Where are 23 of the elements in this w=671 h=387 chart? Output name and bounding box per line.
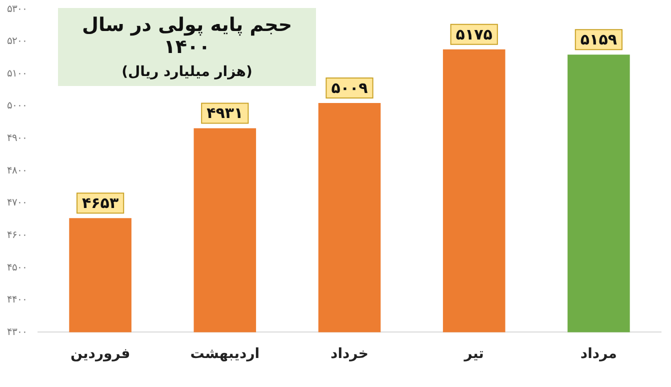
y-tick-label: ۵۲۰۰ [7,36,27,48]
data-label: ۵۰۰۹ [331,78,368,97]
y-tick-label: ۴۵۰۰ [7,262,27,274]
x-tick-label: تیر [463,346,484,362]
x-tick-label: فروردین [70,346,130,362]
y-tick-label: ۴۷۰۰ [7,198,27,209]
text: حجم پایه پولی در سال ۱۴۰۰ [80,14,294,58]
y-tick-label: ۴۸۰۰ [7,165,27,176]
y-tick-label: ۴۳۰۰ [7,326,27,338]
data-label: ۴۶۵۳ [82,194,119,212]
data-label: ۵۱۵۹ [580,30,618,48]
y-tick-label: ۴۹۰۰ [7,133,27,144]
y-tick-label: ۵۰۰۰ [7,100,27,112]
y-tick-label: ۴۶۰۰ [7,230,27,241]
data-label: ۵۱۷۵ [456,25,492,44]
y-tick-label: ۴۴۰۰ [7,294,27,306]
x-tick-label: خرداد [330,346,368,362]
x-tick-label: مرداد [580,346,617,362]
y-tick-label: ۵۳۰۰ [7,4,27,15]
x-tick-label: اردیبهشت [190,346,260,362]
text: (هزار میلیارد ریال) [120,64,254,80]
data-label: ۴۹۳۱ [206,104,244,122]
y-tick-label: ۵۱۰۰ [7,68,27,80]
